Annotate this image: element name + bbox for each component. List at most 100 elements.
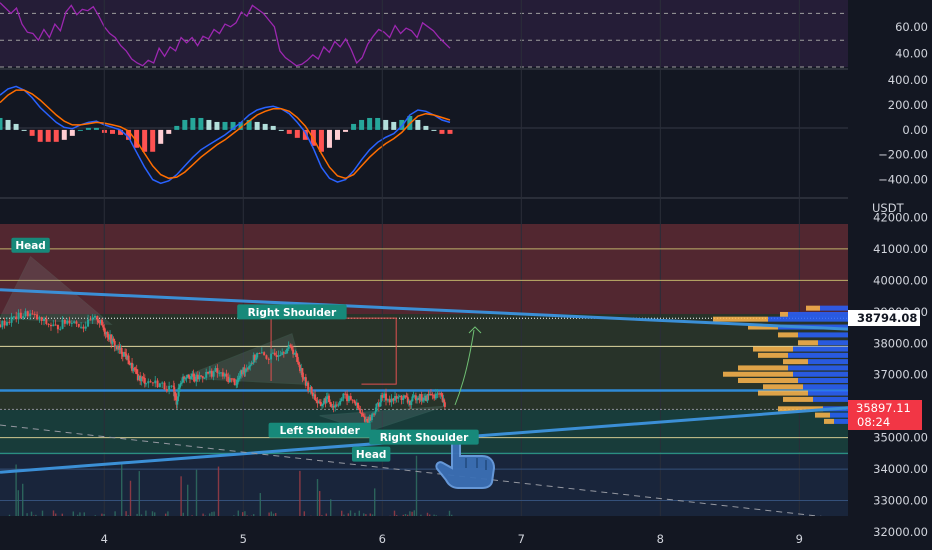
candle-body bbox=[377, 403, 380, 407]
candle-body bbox=[187, 374, 190, 378]
candle-body bbox=[203, 377, 206, 379]
volume-profile-bar-down bbox=[758, 390, 808, 396]
candle-body bbox=[289, 344, 292, 347]
candle-body bbox=[188, 377, 191, 379]
candle-body bbox=[373, 413, 376, 415]
candle-body bbox=[141, 377, 144, 379]
candle-body bbox=[196, 374, 199, 380]
current-price-badge[interactable]: 35897.11 08:24 bbox=[848, 400, 922, 430]
price-axis-label: 33000.00 bbox=[873, 494, 928, 508]
candle-body bbox=[233, 379, 236, 385]
macd-line bbox=[0, 85, 451, 185]
candle-body bbox=[295, 353, 298, 358]
candle-body bbox=[149, 381, 152, 383]
candle-body bbox=[126, 355, 129, 360]
volume-bar bbox=[415, 455, 418, 528]
candle-body bbox=[265, 355, 268, 359]
candle-body bbox=[161, 382, 164, 384]
volume-profile-bar-up bbox=[788, 352, 848, 358]
candle-body bbox=[406, 397, 409, 403]
candle-body bbox=[75, 321, 78, 324]
candle-body bbox=[237, 377, 240, 380]
volume-profile-bar-down bbox=[753, 346, 793, 352]
macd-histogram-bar bbox=[190, 117, 196, 130]
candle-body bbox=[99, 319, 102, 324]
macd-histogram-bar bbox=[262, 123, 268, 130]
macd-histogram-bar bbox=[214, 121, 220, 130]
candle-body bbox=[252, 355, 255, 364]
macd-histogram-bar bbox=[302, 129, 308, 140]
candle-body bbox=[82, 326, 85, 329]
candle-body bbox=[47, 323, 50, 325]
candle-body bbox=[436, 393, 439, 395]
macd-histogram-bar bbox=[447, 129, 453, 134]
volume-bar bbox=[374, 488, 376, 528]
candle-body bbox=[163, 382, 166, 390]
candle-body bbox=[344, 393, 347, 395]
candle-body bbox=[179, 383, 182, 385]
candle-body bbox=[56, 324, 59, 330]
candle-body bbox=[89, 319, 92, 321]
candle-body bbox=[106, 331, 109, 338]
candle-body bbox=[191, 373, 194, 377]
candle-body bbox=[227, 376, 230, 383]
candle-body bbox=[31, 313, 34, 315]
candle-body bbox=[255, 357, 258, 360]
candle-body bbox=[301, 368, 304, 378]
volume-profile-bar-down bbox=[748, 324, 778, 330]
price-axis-label: 34000.00 bbox=[873, 462, 928, 476]
candle-body bbox=[307, 382, 310, 391]
candle-body bbox=[129, 362, 132, 366]
macd-histogram-bar bbox=[367, 117, 373, 130]
marked-price-badge[interactable]: 38794.08 bbox=[848, 310, 920, 326]
volume-bar bbox=[319, 491, 321, 528]
candle-body bbox=[205, 372, 208, 378]
pattern-label-box bbox=[11, 237, 50, 253]
candle-body bbox=[417, 397, 420, 399]
candle-body bbox=[177, 387, 180, 397]
candle-body bbox=[241, 370, 244, 375]
candle-body bbox=[154, 380, 157, 384]
macd-histogram-bar bbox=[37, 129, 43, 142]
candle-body bbox=[200, 375, 203, 377]
volume-bar bbox=[17, 490, 19, 528]
x-axis-label: 7 bbox=[518, 532, 525, 546]
macd-histogram-bar bbox=[142, 129, 148, 152]
candle-body bbox=[414, 395, 417, 401]
candle-body bbox=[428, 394, 431, 396]
candle-body bbox=[210, 370, 213, 377]
volume-profile-bar-down bbox=[824, 418, 834, 424]
candle-body bbox=[119, 347, 122, 350]
candle-body bbox=[374, 411, 377, 414]
candle-body bbox=[109, 334, 112, 340]
candle-body bbox=[218, 372, 221, 374]
volume-bar bbox=[217, 466, 220, 528]
candle-body bbox=[365, 419, 368, 422]
volume-bar bbox=[316, 479, 319, 528]
candle-body bbox=[281, 352, 284, 355]
volume-profile-bar-up bbox=[793, 371, 848, 377]
candle-body bbox=[251, 362, 254, 364]
macd-histogram-bar bbox=[174, 125, 180, 130]
candle-body bbox=[124, 352, 127, 354]
candle-body bbox=[311, 392, 314, 397]
macd-histogram-bar bbox=[118, 129, 124, 135]
macd-histogram-bar bbox=[399, 119, 405, 130]
candle-body bbox=[329, 402, 332, 405]
candle-body bbox=[185, 377, 188, 379]
pattern-label-box bbox=[369, 429, 479, 445]
candle-body bbox=[392, 398, 395, 401]
candle-body bbox=[362, 415, 365, 417]
candle-body bbox=[243, 367, 246, 373]
macd-histogram-bar bbox=[29, 129, 35, 136]
candle-body bbox=[334, 404, 337, 408]
x-axis-label: 9 bbox=[796, 532, 803, 546]
candle-body bbox=[118, 346, 121, 350]
macd-histogram-bar bbox=[415, 119, 421, 130]
candle-body bbox=[394, 396, 397, 401]
candle-body bbox=[250, 362, 253, 366]
candle-body bbox=[68, 320, 71, 324]
candle-body bbox=[91, 317, 94, 321]
candle-body bbox=[190, 376, 193, 379]
